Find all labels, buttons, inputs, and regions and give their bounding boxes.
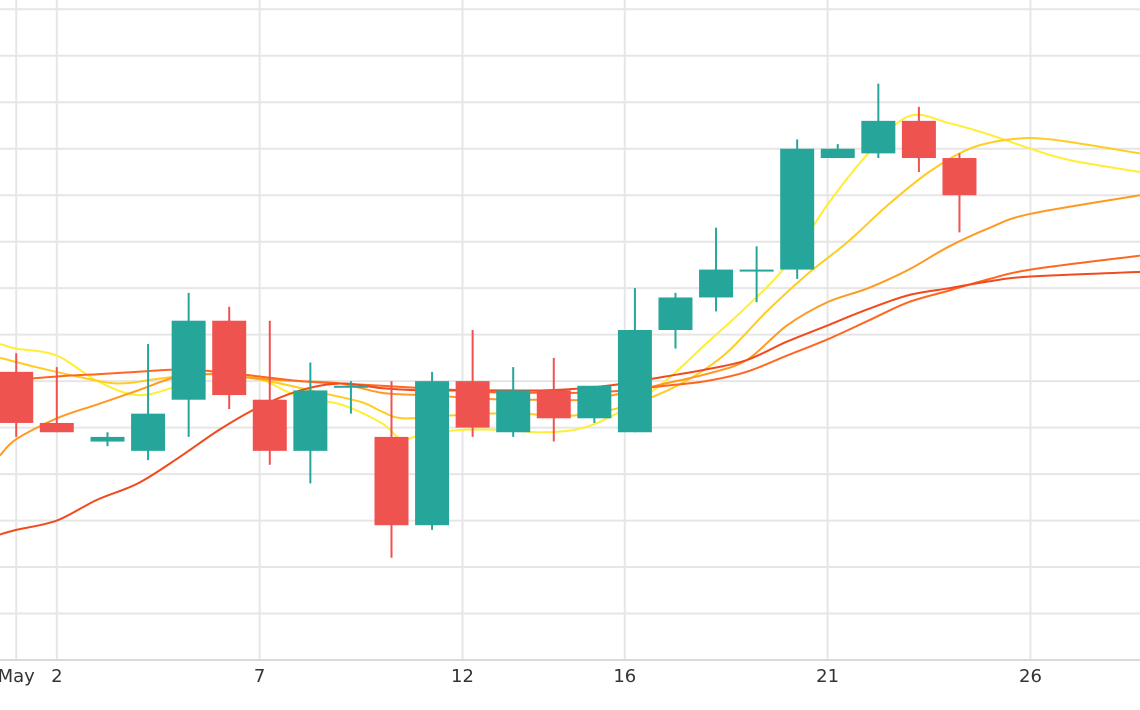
candle-body [131, 413, 166, 451]
candle-up [496, 367, 531, 437]
candles [0, 83, 977, 558]
candle-up [699, 227, 734, 312]
candle-body [374, 436, 409, 526]
candle-up [861, 83, 896, 159]
candle-body [861, 120, 896, 154]
candle-down [374, 381, 409, 558]
candle-up [577, 385, 612, 423]
candle-up [90, 432, 125, 447]
candle-body [901, 120, 936, 159]
candle-up [333, 381, 368, 414]
candle-up [617, 288, 652, 433]
candle-down [901, 106, 936, 172]
candle-down [455, 330, 490, 437]
candle-body [577, 385, 612, 419]
candle-up [739, 246, 774, 303]
candle-down [39, 367, 74, 433]
moving-average-line-5 [0, 270, 1140, 536]
x-tick-label: 12 [451, 666, 474, 687]
moving-average-line-3 [0, 194, 1140, 457]
x-tick-label: 21 [816, 666, 839, 687]
candle-body [252, 399, 287, 451]
candle-body [617, 330, 652, 433]
candle-down [212, 306, 247, 410]
candle-up [780, 139, 815, 279]
candle-body [293, 390, 328, 451]
candle-body [90, 436, 125, 442]
candle-up [820, 144, 855, 159]
candle-body [39, 422, 74, 433]
candle-up [658, 292, 693, 349]
candle-body [455, 381, 490, 428]
candle-up [171, 292, 206, 437]
candle-body [699, 269, 734, 298]
candle-down [536, 357, 571, 442]
candle-body [536, 390, 571, 419]
candle-up [131, 343, 166, 461]
x-axis-ticks: May 2 7 12 16 21 26 [0, 666, 1042, 687]
candle-body [942, 158, 977, 196]
candle-body [171, 320, 206, 400]
candle-body [333, 385, 368, 388]
candle-body [415, 381, 450, 526]
candle-body [496, 390, 531, 433]
candle-body [212, 320, 247, 396]
candle-up [293, 362, 328, 484]
candle-body [0, 371, 34, 423]
x-tick-label: 16 [613, 666, 636, 687]
candle-down [0, 353, 34, 437]
candle-body [739, 269, 774, 272]
candle-down [252, 320, 287, 465]
candle-body [658, 297, 693, 330]
candle-down [942, 153, 977, 233]
candle-body [780, 148, 815, 270]
candle-up [415, 371, 450, 530]
x-tick-label: 7 [254, 666, 265, 687]
x-tick-label: 2 [51, 666, 62, 687]
candle-body [820, 148, 855, 159]
x-tick-label: 26 [1019, 666, 1042, 687]
x-tick-label: May [0, 666, 35, 687]
